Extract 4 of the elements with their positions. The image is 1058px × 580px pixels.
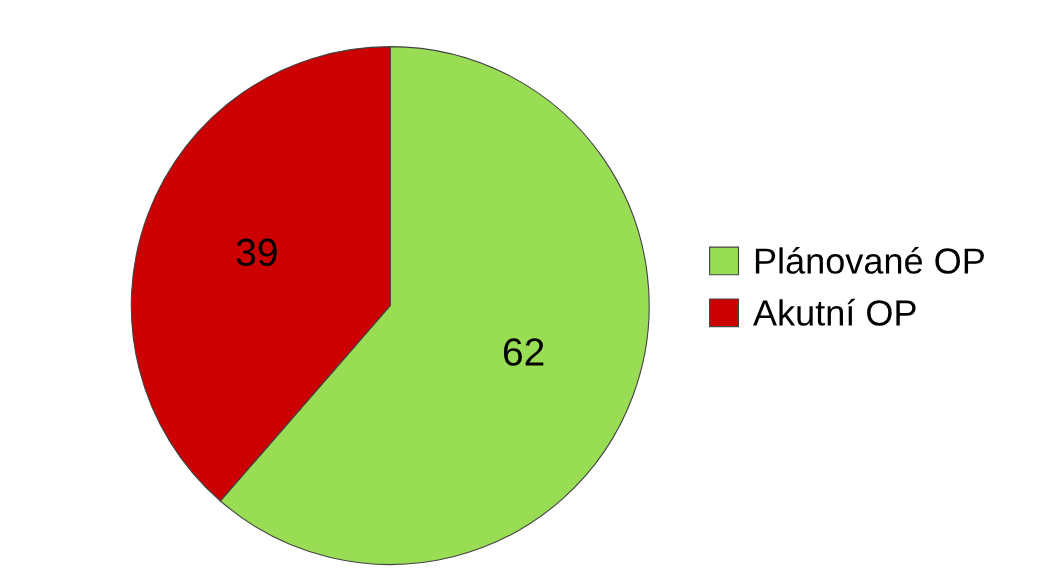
legend-label: Akutní OP [753,298,916,326]
data-label: 39 [236,238,277,267]
data-label: 62 [503,338,544,366]
legend-label: Plánované OP [755,246,984,274]
